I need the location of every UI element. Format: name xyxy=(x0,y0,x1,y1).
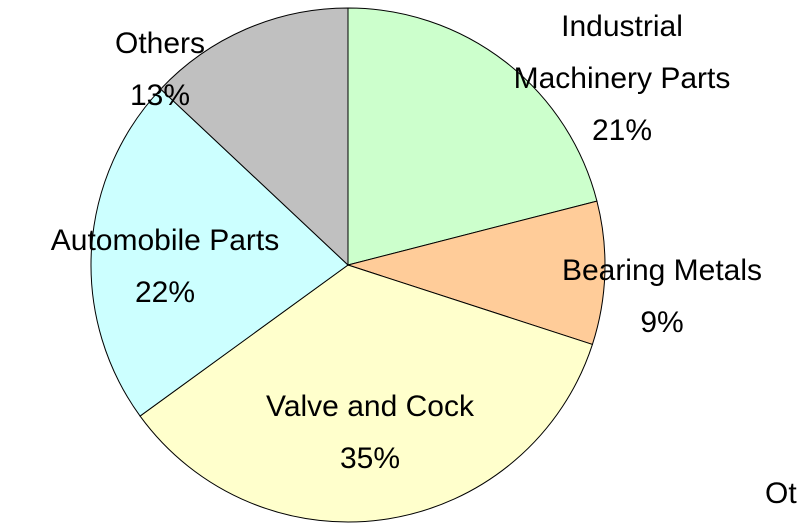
pie-slice xyxy=(347,7,598,266)
slice-label: Bearing Metals xyxy=(562,254,762,287)
pie-slice xyxy=(139,264,594,523)
slice-label: Industrial Machinery Parts xyxy=(514,10,731,95)
slice-value-label: 21% xyxy=(592,114,652,147)
pie-slice xyxy=(90,88,349,417)
pie-slice xyxy=(159,7,349,267)
slice-value-label: 13% xyxy=(130,79,190,112)
slice-value-label: 22% xyxy=(135,276,195,309)
slice-label: Automobile Parts xyxy=(51,224,279,257)
slice-value-label: 35% xyxy=(340,442,400,475)
slice-label: Valve and Cock xyxy=(266,390,475,423)
annotation: Ot xyxy=(765,477,797,510)
slice-label: Others xyxy=(115,27,205,60)
pie-slice xyxy=(346,200,606,346)
slice-value-label: 9% xyxy=(640,306,683,339)
